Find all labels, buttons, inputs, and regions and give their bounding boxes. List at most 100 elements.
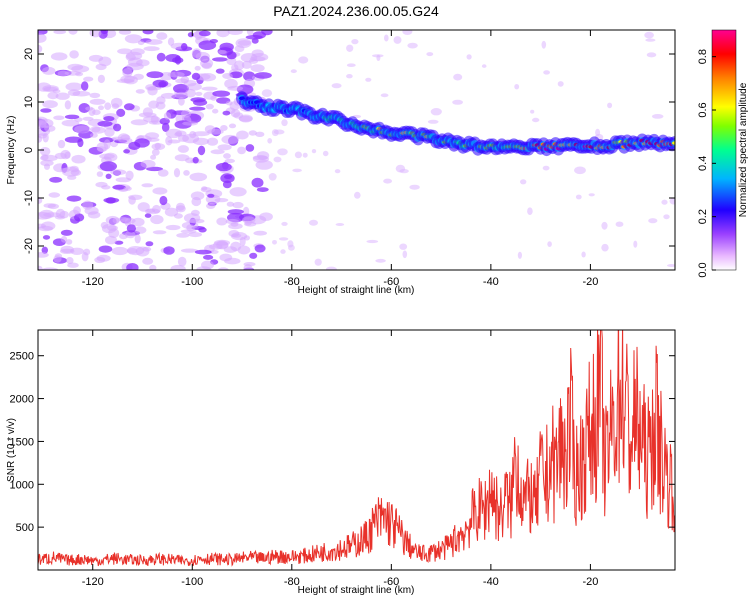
noise-blob bbox=[298, 56, 309, 64]
noise-blob bbox=[66, 195, 82, 202]
noise-blob bbox=[661, 199, 668, 205]
noise-blob bbox=[375, 258, 386, 263]
spectrogram-x-tick-label: -100 bbox=[181, 276, 203, 288]
noise-blob bbox=[152, 230, 167, 235]
noise-blob bbox=[197, 145, 206, 156]
noise-blob bbox=[188, 218, 205, 224]
noise-blob bbox=[326, 266, 337, 270]
noise-blob bbox=[227, 209, 244, 215]
noise-blob bbox=[92, 109, 101, 116]
noise-blob bbox=[65, 239, 73, 245]
snr-y-label: SNR (10 * v/v) bbox=[6, 418, 17, 482]
noise-blob bbox=[174, 55, 182, 65]
noise-blob bbox=[145, 132, 160, 140]
noise-blob bbox=[217, 144, 232, 151]
noise-blob bbox=[227, 30, 243, 35]
noise-blob bbox=[189, 172, 208, 182]
noise-blob bbox=[99, 161, 117, 172]
noise-blob bbox=[645, 38, 656, 42]
noise-blob bbox=[176, 202, 185, 211]
colorbar-tick-label: 0.2 bbox=[697, 209, 709, 224]
noise-blob bbox=[123, 186, 132, 191]
noise-blob bbox=[249, 252, 258, 259]
noise-blob bbox=[267, 138, 273, 144]
noise-blob bbox=[292, 168, 302, 173]
noise-blob bbox=[64, 136, 83, 143]
noise-blob bbox=[111, 246, 129, 256]
noise-blob bbox=[234, 45, 245, 53]
noise-blob bbox=[159, 195, 168, 206]
colorbar-tick-label: 0.4 bbox=[697, 156, 709, 171]
noise-blob bbox=[547, 241, 552, 248]
noise-blob bbox=[273, 129, 285, 135]
noise-blob bbox=[163, 112, 172, 120]
noise-blob bbox=[243, 235, 250, 241]
noise-blob bbox=[253, 230, 267, 236]
noise-blob bbox=[648, 218, 658, 224]
noise-blob bbox=[157, 169, 169, 177]
noise-blob bbox=[163, 246, 175, 255]
snr-y-tick-label: 2500 bbox=[10, 351, 34, 363]
noise-blob bbox=[71, 154, 86, 164]
noise-blob bbox=[201, 186, 208, 191]
snr-frame bbox=[37, 329, 676, 571]
noise-blob bbox=[194, 249, 212, 255]
noise-blob bbox=[82, 200, 94, 210]
noise-blob bbox=[407, 42, 418, 49]
noise-blob bbox=[574, 166, 586, 175]
noise-blob bbox=[601, 221, 608, 230]
noise-blob bbox=[206, 137, 219, 146]
spectrogram-y-tick-label: -20 bbox=[23, 238, 35, 254]
noise-blob bbox=[221, 134, 240, 145]
noise-blob bbox=[44, 163, 50, 170]
noise-blob bbox=[281, 221, 288, 226]
noise-blob bbox=[189, 106, 206, 111]
noise-blob bbox=[210, 149, 225, 155]
noise-blob bbox=[105, 173, 112, 179]
noise-blob bbox=[393, 36, 402, 44]
noise-blob bbox=[87, 211, 101, 219]
noise-blob bbox=[667, 264, 675, 267]
noise-blob bbox=[123, 103, 135, 111]
noise-blob bbox=[137, 40, 145, 46]
noise-blob bbox=[280, 249, 286, 254]
noise-blob bbox=[376, 54, 381, 62]
noise-blob bbox=[242, 216, 256, 224]
noise-blob bbox=[107, 225, 118, 231]
noise-blob bbox=[54, 152, 67, 160]
noise-blob bbox=[207, 193, 215, 198]
noise-blob bbox=[206, 203, 216, 209]
noise-blob bbox=[204, 125, 216, 134]
noise-blob bbox=[281, 119, 288, 127]
noise-blob bbox=[128, 141, 141, 150]
noise-blob bbox=[120, 75, 135, 83]
noise-blob bbox=[38, 252, 49, 258]
noise-blob bbox=[181, 109, 192, 118]
noise-blob bbox=[466, 54, 472, 60]
noise-blob bbox=[177, 134, 189, 142]
noise-blob bbox=[145, 39, 163, 45]
colorbar-gradient bbox=[711, 29, 737, 271]
noise-blob bbox=[245, 35, 263, 40]
noise-blob bbox=[125, 170, 134, 181]
noise-blob bbox=[615, 221, 624, 227]
noise-blob bbox=[174, 91, 188, 99]
noise-blob bbox=[224, 158, 235, 164]
noise-blob bbox=[481, 64, 487, 68]
spectrogram-y-label: Frequency (Hz) bbox=[6, 116, 17, 185]
noise-blob bbox=[215, 162, 232, 172]
noise-blob bbox=[89, 92, 101, 99]
noise-blob bbox=[255, 131, 265, 137]
noise-blob bbox=[112, 184, 126, 190]
noise-blob bbox=[55, 92, 70, 100]
noise-blob bbox=[243, 264, 253, 270]
noise-blob bbox=[409, 184, 420, 190]
noise-blob bbox=[226, 201, 235, 207]
noise-blob bbox=[205, 103, 214, 110]
noise-blob bbox=[227, 85, 244, 91]
noise-blob bbox=[331, 83, 342, 89]
noise-blob bbox=[215, 68, 225, 74]
noise-blob bbox=[150, 154, 157, 160]
noise-blob bbox=[452, 99, 463, 105]
